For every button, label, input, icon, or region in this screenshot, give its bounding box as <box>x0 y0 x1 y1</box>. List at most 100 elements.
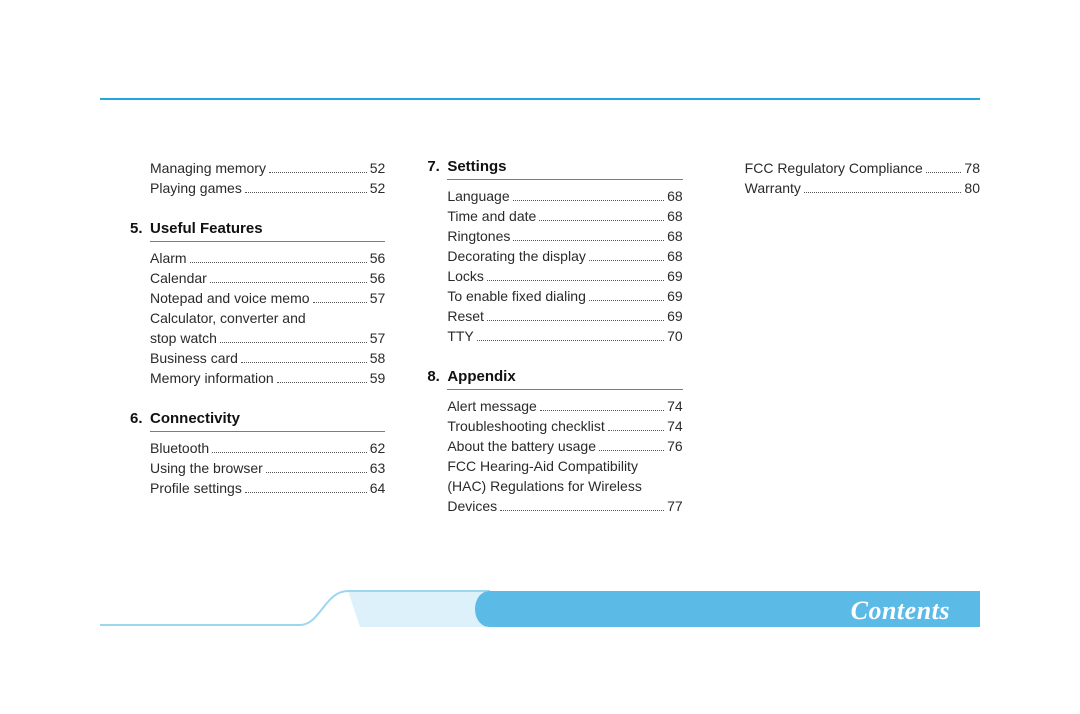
toc-column-3: FCC Regulatory Compliance 78 Warranty 80 <box>725 158 980 516</box>
toc-entry: About the battery usage 76 <box>447 436 682 456</box>
toc-leader-dots <box>539 209 664 221</box>
toc-entry: Alarm 56 <box>150 248 385 268</box>
toc-entry: stop watch 57 <box>150 328 385 348</box>
toc-leader-dots <box>245 481 367 493</box>
toc-entry-label: Devices <box>447 496 497 516</box>
toc-entry-label: TTY <box>447 326 473 346</box>
toc-section-title: Useful Features <box>150 220 385 237</box>
toc-entry-label: Profile settings <box>150 478 242 498</box>
toc-leader-dots <box>277 371 367 383</box>
contents-banner: Contents <box>0 587 1080 629</box>
toc-entry-label: Memory information <box>150 368 274 388</box>
toc-entry: Memory information 59 <box>150 368 385 388</box>
toc-entry: Business card 58 <box>150 348 385 368</box>
toc-leader-dots <box>589 249 664 261</box>
toc-entry-page: 69 <box>667 286 683 306</box>
toc-leader-dots <box>608 419 664 431</box>
toc-section-number: 5. <box>130 220 150 237</box>
toc-leader-dots <box>241 351 367 363</box>
toc-leader-dots <box>212 441 367 453</box>
toc-entry: Bluetooth 62 <box>150 438 385 458</box>
toc-entry: Alert message 74 <box>447 396 682 416</box>
toc-section-number: 8. <box>427 368 447 385</box>
toc-leader-dots <box>220 331 367 343</box>
toc-section-rule <box>447 179 682 180</box>
toc-section-heading: 8. Appendix <box>427 368 682 385</box>
toc-entry-label: About the battery usage <box>447 436 596 456</box>
toc-entry: FCC Regulatory Compliance 78 <box>745 158 980 178</box>
toc-entry-page: 77 <box>667 496 683 516</box>
toc-entry-label: Business card <box>150 348 238 368</box>
toc-entry-label: Using the browser <box>150 458 263 478</box>
toc-section-rule <box>150 241 385 242</box>
toc-leader-dots <box>500 499 664 511</box>
toc-section-title: Settings <box>447 158 682 175</box>
toc-entry: Language 68 <box>447 186 682 206</box>
toc-entry-label: Warranty <box>745 178 801 198</box>
toc-entry-page: 68 <box>667 226 683 246</box>
toc-entry-continuation: (HAC) Regulations for Wireless <box>447 476 682 496</box>
toc-section-heading: 7. Settings <box>427 158 682 175</box>
toc-leader-dots <box>589 289 664 301</box>
toc-entry-page: 52 <box>370 158 386 178</box>
toc-leader-dots <box>487 269 664 281</box>
toc-entry-page: 76 <box>667 436 683 456</box>
toc-section-heading: 6. Connectivity <box>130 410 385 427</box>
toc-leader-dots <box>599 439 664 451</box>
toc-column-2: 7. Settings Language 68 Time and date 68… <box>427 158 682 516</box>
toc-section-title: Appendix <box>447 368 682 385</box>
toc-entry-page: 57 <box>370 288 386 308</box>
toc-leader-dots <box>926 161 962 173</box>
toc-entry-label: Bluetooth <box>150 438 209 458</box>
toc-entry-continuation: Calculator, converter and <box>150 308 385 328</box>
toc-entry-label: Language <box>447 186 509 206</box>
toc-entry: Warranty 80 <box>745 178 980 198</box>
toc-entry-page: 64 <box>370 478 386 498</box>
toc-section-number: 7. <box>427 158 447 175</box>
toc-entry-page: 78 <box>964 158 980 178</box>
toc-entry-page: 58 <box>370 348 386 368</box>
toc-entry-label: Ringtones <box>447 226 510 246</box>
toc-entry-label: To enable fixed dialing <box>447 286 586 306</box>
toc-entry: Notepad and voice memo 57 <box>150 288 385 308</box>
toc-entry-label: Managing memory <box>150 158 266 178</box>
toc-column-1: Managing memory 52 Playing games 52 5. U… <box>130 158 385 516</box>
toc-entry-page: 70 <box>667 326 683 346</box>
toc-leader-dots <box>477 329 664 341</box>
toc-entry-label: Alarm <box>150 248 187 268</box>
toc-entry-page: 63 <box>370 458 386 478</box>
toc-entry-label: Decorating the display <box>447 246 586 266</box>
toc-entry-label: stop watch <box>150 328 217 348</box>
toc-leader-dots <box>540 399 664 411</box>
toc-leader-dots <box>487 309 664 321</box>
toc-leader-dots <box>313 291 367 303</box>
toc-entry-page: 59 <box>370 368 386 388</box>
toc-entry-page: 62 <box>370 438 386 458</box>
toc-entry: Ringtones 68 <box>447 226 682 246</box>
toc-entry-page: 68 <box>667 206 683 226</box>
toc-entry: Playing games 52 <box>150 178 385 198</box>
toc-entry: Managing memory 52 <box>150 158 385 178</box>
toc-entry-label: Alert message <box>447 396 536 416</box>
toc-entry: Devices 77 <box>447 496 682 516</box>
toc-leader-dots <box>190 251 367 263</box>
toc-entry-page: 56 <box>370 248 386 268</box>
toc-leader-dots <box>513 189 664 201</box>
toc-entry: Decorating the display 68 <box>447 246 682 266</box>
top-rule <box>100 98 980 100</box>
toc-leader-dots <box>245 181 367 193</box>
toc-entry: Profile settings 64 <box>150 478 385 498</box>
toc-entry-label: Troubleshooting checklist <box>447 416 604 436</box>
toc-leader-dots <box>513 229 664 241</box>
toc-entry-page: 52 <box>370 178 386 198</box>
toc-entry: Time and date 68 <box>447 206 682 226</box>
toc-entry-page: 56 <box>370 268 386 288</box>
toc-entry: To enable fixed dialing 69 <box>447 286 682 306</box>
toc-entry-page: 68 <box>667 246 683 266</box>
toc-entry-label: Calendar <box>150 268 207 288</box>
toc-leader-dots <box>210 271 367 283</box>
toc-entry-page: 69 <box>667 306 683 326</box>
toc-entry-page: 80 <box>964 178 980 198</box>
toc-section-rule <box>447 389 682 390</box>
toc-entry-label: Locks <box>447 266 484 286</box>
